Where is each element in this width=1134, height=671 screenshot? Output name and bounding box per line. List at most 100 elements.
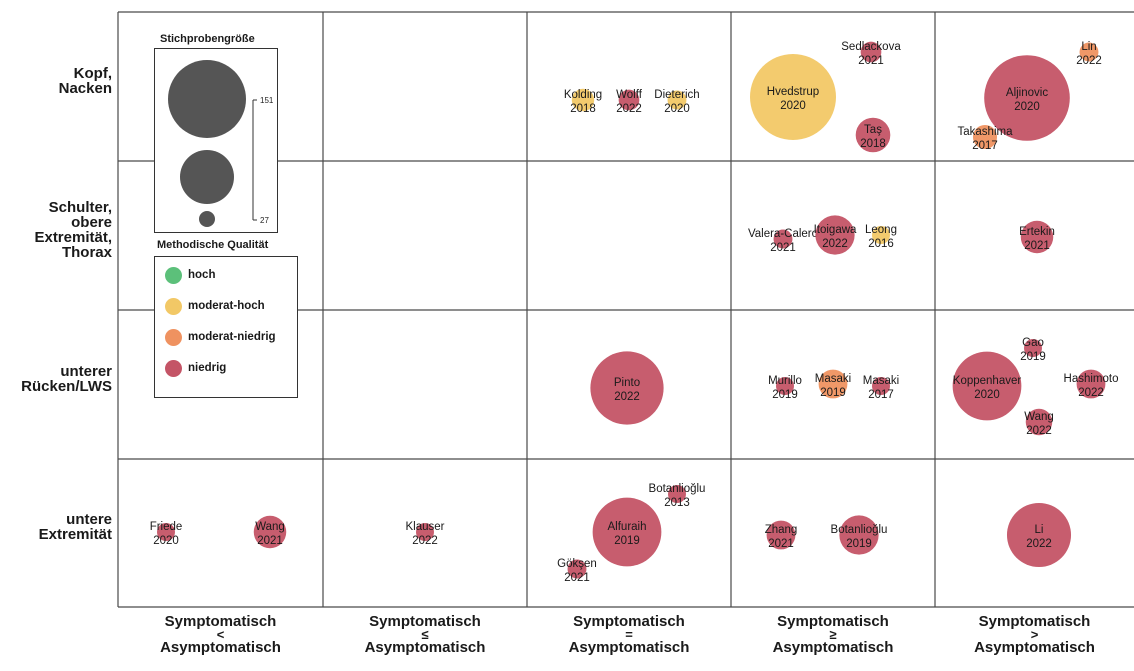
study-year-label: 2016 (868, 238, 894, 250)
study-year-label: 2017 (972, 140, 998, 152)
study-year-label: 2020 (1014, 101, 1040, 113)
study-bubble (984, 55, 1070, 141)
study-author-label: Masaki (863, 375, 899, 387)
study-year-label: 2013 (664, 497, 690, 509)
column-label-bottom: Asymptomatisch (364, 639, 486, 656)
study-bubble (872, 226, 890, 244)
study-year-label: 2019 (846, 538, 872, 550)
study-author-label: Li (1035, 524, 1044, 536)
study-author-label: Wolff (616, 89, 643, 101)
study-bubble (872, 377, 890, 395)
row-label-ruecken: unterer Rücken/LWS (0, 364, 112, 394)
study-author-label: Kolding (564, 89, 602, 101)
study-author-label: Gao (1022, 337, 1044, 349)
column-label-top: Symptomatisch (978, 613, 1091, 630)
study-year-label: 2022 (1076, 55, 1102, 67)
quality-legend-swatch (165, 297, 182, 315)
row-label-schulter: Schulter, obere Extremität, Thorax (0, 200, 112, 260)
row-label-line: Extremität, (34, 228, 112, 246)
quality-legend-item-moderat-niedrig: moderat-niedrig (165, 327, 276, 347)
study-author-label: Hashimoto (1064, 373, 1119, 385)
study-author-label: Alfuraih (608, 521, 647, 533)
study-author-label: Klauser (406, 521, 445, 533)
column-label-le: Symptomatisch ≤ Asymptomatisch (325, 614, 525, 656)
quality-legend-label: moderat-hoch (188, 300, 265, 312)
column-label-top: Symptomatisch (369, 613, 481, 630)
study-year-label: 2019 (772, 389, 798, 401)
quality-legend-swatch (165, 266, 182, 284)
study-author-label: Leong (865, 224, 897, 236)
column-label-top: Symptomatisch (573, 613, 685, 630)
study-year-label: 2021 (770, 242, 796, 254)
column-label-bottom: Asymptomatisch (568, 639, 690, 656)
study-bubble (815, 215, 855, 255)
study-bubble (571, 88, 595, 112)
size-legend-mid-bubble (180, 150, 234, 204)
study-bubble (668, 485, 686, 503)
study-bubble (818, 369, 848, 399)
study-author-label: Koppenhaver (953, 375, 1022, 387)
study-year-label: 2020 (780, 100, 806, 112)
study-year-label: 2022 (1078, 387, 1104, 399)
study-bubble (750, 54, 836, 140)
study-year-label: 2020 (974, 389, 1000, 401)
study-year-label: 2019 (614, 535, 640, 547)
study-author-label: Hvedstrup (767, 86, 819, 98)
study-author-label: Murillo (768, 375, 802, 387)
study-author-label: Zhang (765, 524, 798, 536)
row-label-line: Schulter, (48, 198, 112, 216)
study-year-label: 2022 (1026, 538, 1052, 550)
study-bubble (1079, 42, 1099, 62)
study-year-label: 2022 (616, 103, 642, 115)
study-author-label: Aljinovic (1006, 87, 1048, 99)
study-bubble (416, 523, 434, 541)
study-author-label: Botanlioğlu (831, 524, 888, 536)
row-label-line: Extremität (38, 526, 112, 543)
column-label-bottom: Asymptomatisch (160, 639, 281, 656)
study-year-label: 2020 (664, 103, 690, 115)
study-year-label: 2021 (768, 538, 794, 550)
study-author-label: Ertekin (1019, 226, 1055, 238)
study-bubble (253, 515, 287, 549)
column-label-eq: Symptomatisch = Asymptomatisch (529, 614, 729, 656)
quality-legend-box: hoch moderat-hoch moderat-niedrig niedrig (154, 256, 298, 398)
study-bubbles: Kolding 2018 Wolff 2022 Dieterich 2020 Hvedstr… (150, 41, 1119, 584)
column-label-gt: Symptomatisch > Asymptomatisch (935, 614, 1134, 656)
study-bubble (618, 89, 640, 111)
study-author-label: Lin (1081, 41, 1096, 53)
study-year-label: 2022 (412, 535, 438, 547)
study-bubble (972, 124, 998, 150)
study-bubble (839, 515, 879, 555)
column-label-bottom: Asymptomatisch (772, 639, 894, 656)
study-year-label: 2018 (860, 138, 886, 150)
study-bubble (592, 497, 662, 567)
study-author-label: Valera-Calero (748, 228, 818, 240)
study-year-label: 2018 (570, 103, 596, 115)
study-year-label: 2020 (153, 535, 179, 547)
study-bubble (157, 523, 175, 541)
quality-legend-swatch (165, 359, 182, 377)
size-legend-max-label: 151 (260, 96, 274, 105)
quality-legend-label: moderat-niedrig (188, 331, 276, 343)
study-year-label: 2019 (1020, 351, 1046, 363)
study-bubble (766, 520, 796, 550)
study-bubble (1025, 408, 1053, 436)
quality-legend-title: Methodische Qualität (157, 239, 269, 251)
study-author-label: Wang (1024, 411, 1054, 423)
row-label-untere: untere Extremität (0, 512, 112, 542)
study-bubble (1006, 502, 1072, 568)
study-year-label: 2022 (1026, 425, 1052, 437)
study-author-label: Dieterich (654, 89, 699, 101)
study-year-label: 2019 (820, 387, 846, 399)
row-label-line: Kopf, (73, 64, 112, 82)
study-year-label: 2022 (822, 238, 848, 250)
study-author-label: Sedlackova (841, 41, 901, 53)
row-label-line: unterer (60, 362, 112, 380)
study-author-label: Gökşen (557, 558, 597, 570)
quality-legend-label: hoch (188, 269, 216, 281)
size-legend-max-bubble (168, 60, 246, 138)
study-bubble (860, 41, 882, 63)
quality-legend-item-moderat-hoch: moderat-hoch (165, 296, 265, 316)
study-year-label: 2022 (614, 391, 640, 403)
